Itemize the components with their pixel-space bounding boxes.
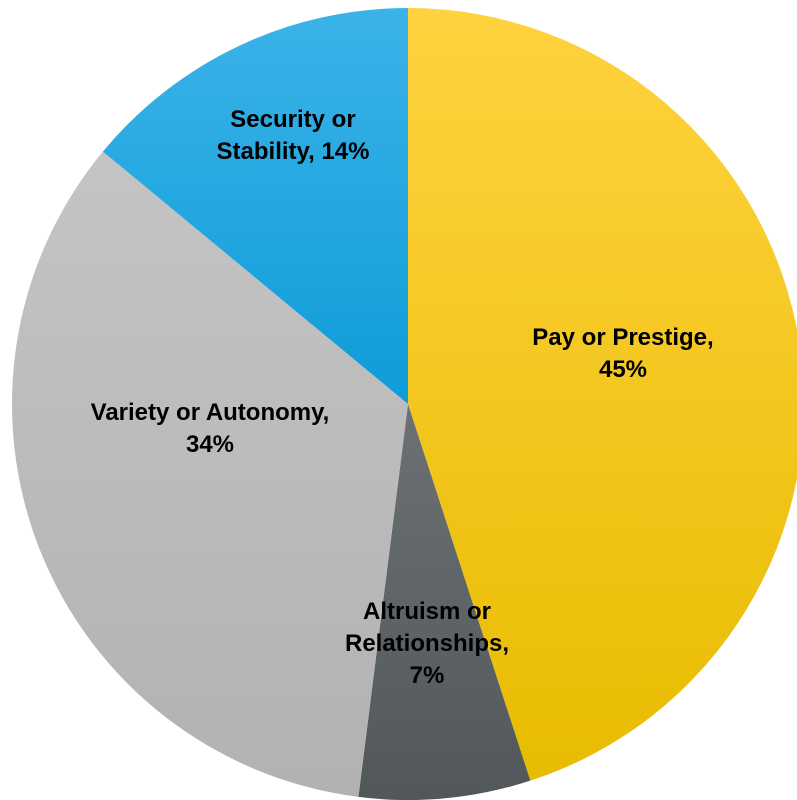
pie-slice-security-or-stability: [102, 8, 408, 404]
pie-slice-pay-or-prestige: [408, 8, 797, 781]
data-label-line: 45%: [599, 356, 647, 383]
data-label-line: Stability, 14%: [217, 138, 370, 165]
data-label-line: Variety or Autonomy,: [91, 399, 330, 426]
pie-slice-variety-or-autonomy: [12, 151, 409, 797]
data-label-variety-or-autonomy: Variety or Autonomy, 34%: [91, 399, 330, 458]
pie-slices: [12, 8, 797, 800]
data-label-line: Pay or Prestige,: [532, 324, 713, 351]
data-label-line: Security or: [230, 106, 355, 133]
data-label-line: Altruism or: [363, 598, 491, 625]
data-label-pay-or-prestige: Pay or Prestige, 45%: [532, 324, 713, 383]
data-label-line: Relationships,: [345, 630, 509, 657]
pie-slice-altruism-or-relationships: [358, 404, 531, 800]
data-label-security-or-stability: Security or Stability, 14%: [217, 106, 370, 165]
pie-labels: Pay or Prestige, 45% Altruism or Relationsh…: [91, 106, 714, 689]
data-label-line: 7%: [410, 662, 445, 689]
data-label-altruism-or-relationships: Altruism or Relationships, 7%: [345, 598, 509, 689]
data-label-line: 34%: [186, 431, 234, 458]
